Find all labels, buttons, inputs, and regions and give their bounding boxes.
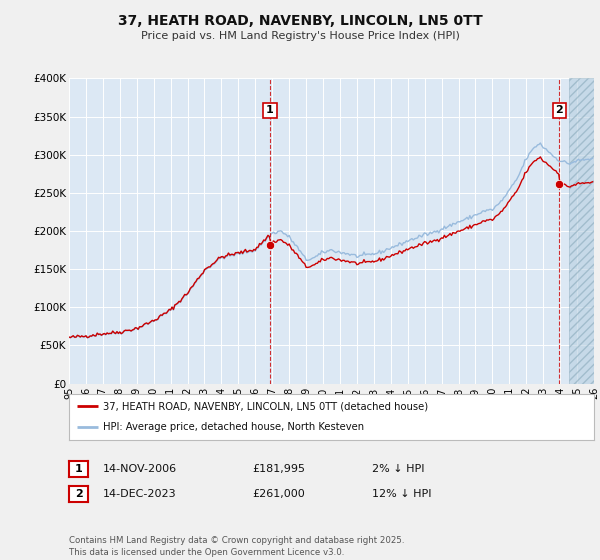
Text: 37, HEATH ROAD, NAVENBY, LINCOLN, LN5 0TT: 37, HEATH ROAD, NAVENBY, LINCOLN, LN5 0T… xyxy=(118,14,482,28)
Text: 14-NOV-2006: 14-NOV-2006 xyxy=(103,464,178,474)
Text: 2: 2 xyxy=(75,489,82,499)
Text: £261,000: £261,000 xyxy=(252,489,305,499)
Text: 2: 2 xyxy=(556,105,563,115)
Text: 14-DEC-2023: 14-DEC-2023 xyxy=(103,489,177,499)
Text: HPI: Average price, detached house, North Kesteven: HPI: Average price, detached house, Nort… xyxy=(103,422,364,432)
Text: 37, HEATH ROAD, NAVENBY, LINCOLN, LN5 0TT (detached house): 37, HEATH ROAD, NAVENBY, LINCOLN, LN5 0T… xyxy=(103,401,428,411)
Bar xyxy=(569,78,594,384)
Text: 1: 1 xyxy=(266,105,274,115)
Text: 12% ↓ HPI: 12% ↓ HPI xyxy=(372,489,431,499)
Text: Price paid vs. HM Land Registry's House Price Index (HPI): Price paid vs. HM Land Registry's House … xyxy=(140,31,460,41)
Text: 1: 1 xyxy=(75,464,82,474)
Text: 2% ↓ HPI: 2% ↓ HPI xyxy=(372,464,425,474)
Text: £181,995: £181,995 xyxy=(252,464,305,474)
Text: Contains HM Land Registry data © Crown copyright and database right 2025.
This d: Contains HM Land Registry data © Crown c… xyxy=(69,536,404,557)
